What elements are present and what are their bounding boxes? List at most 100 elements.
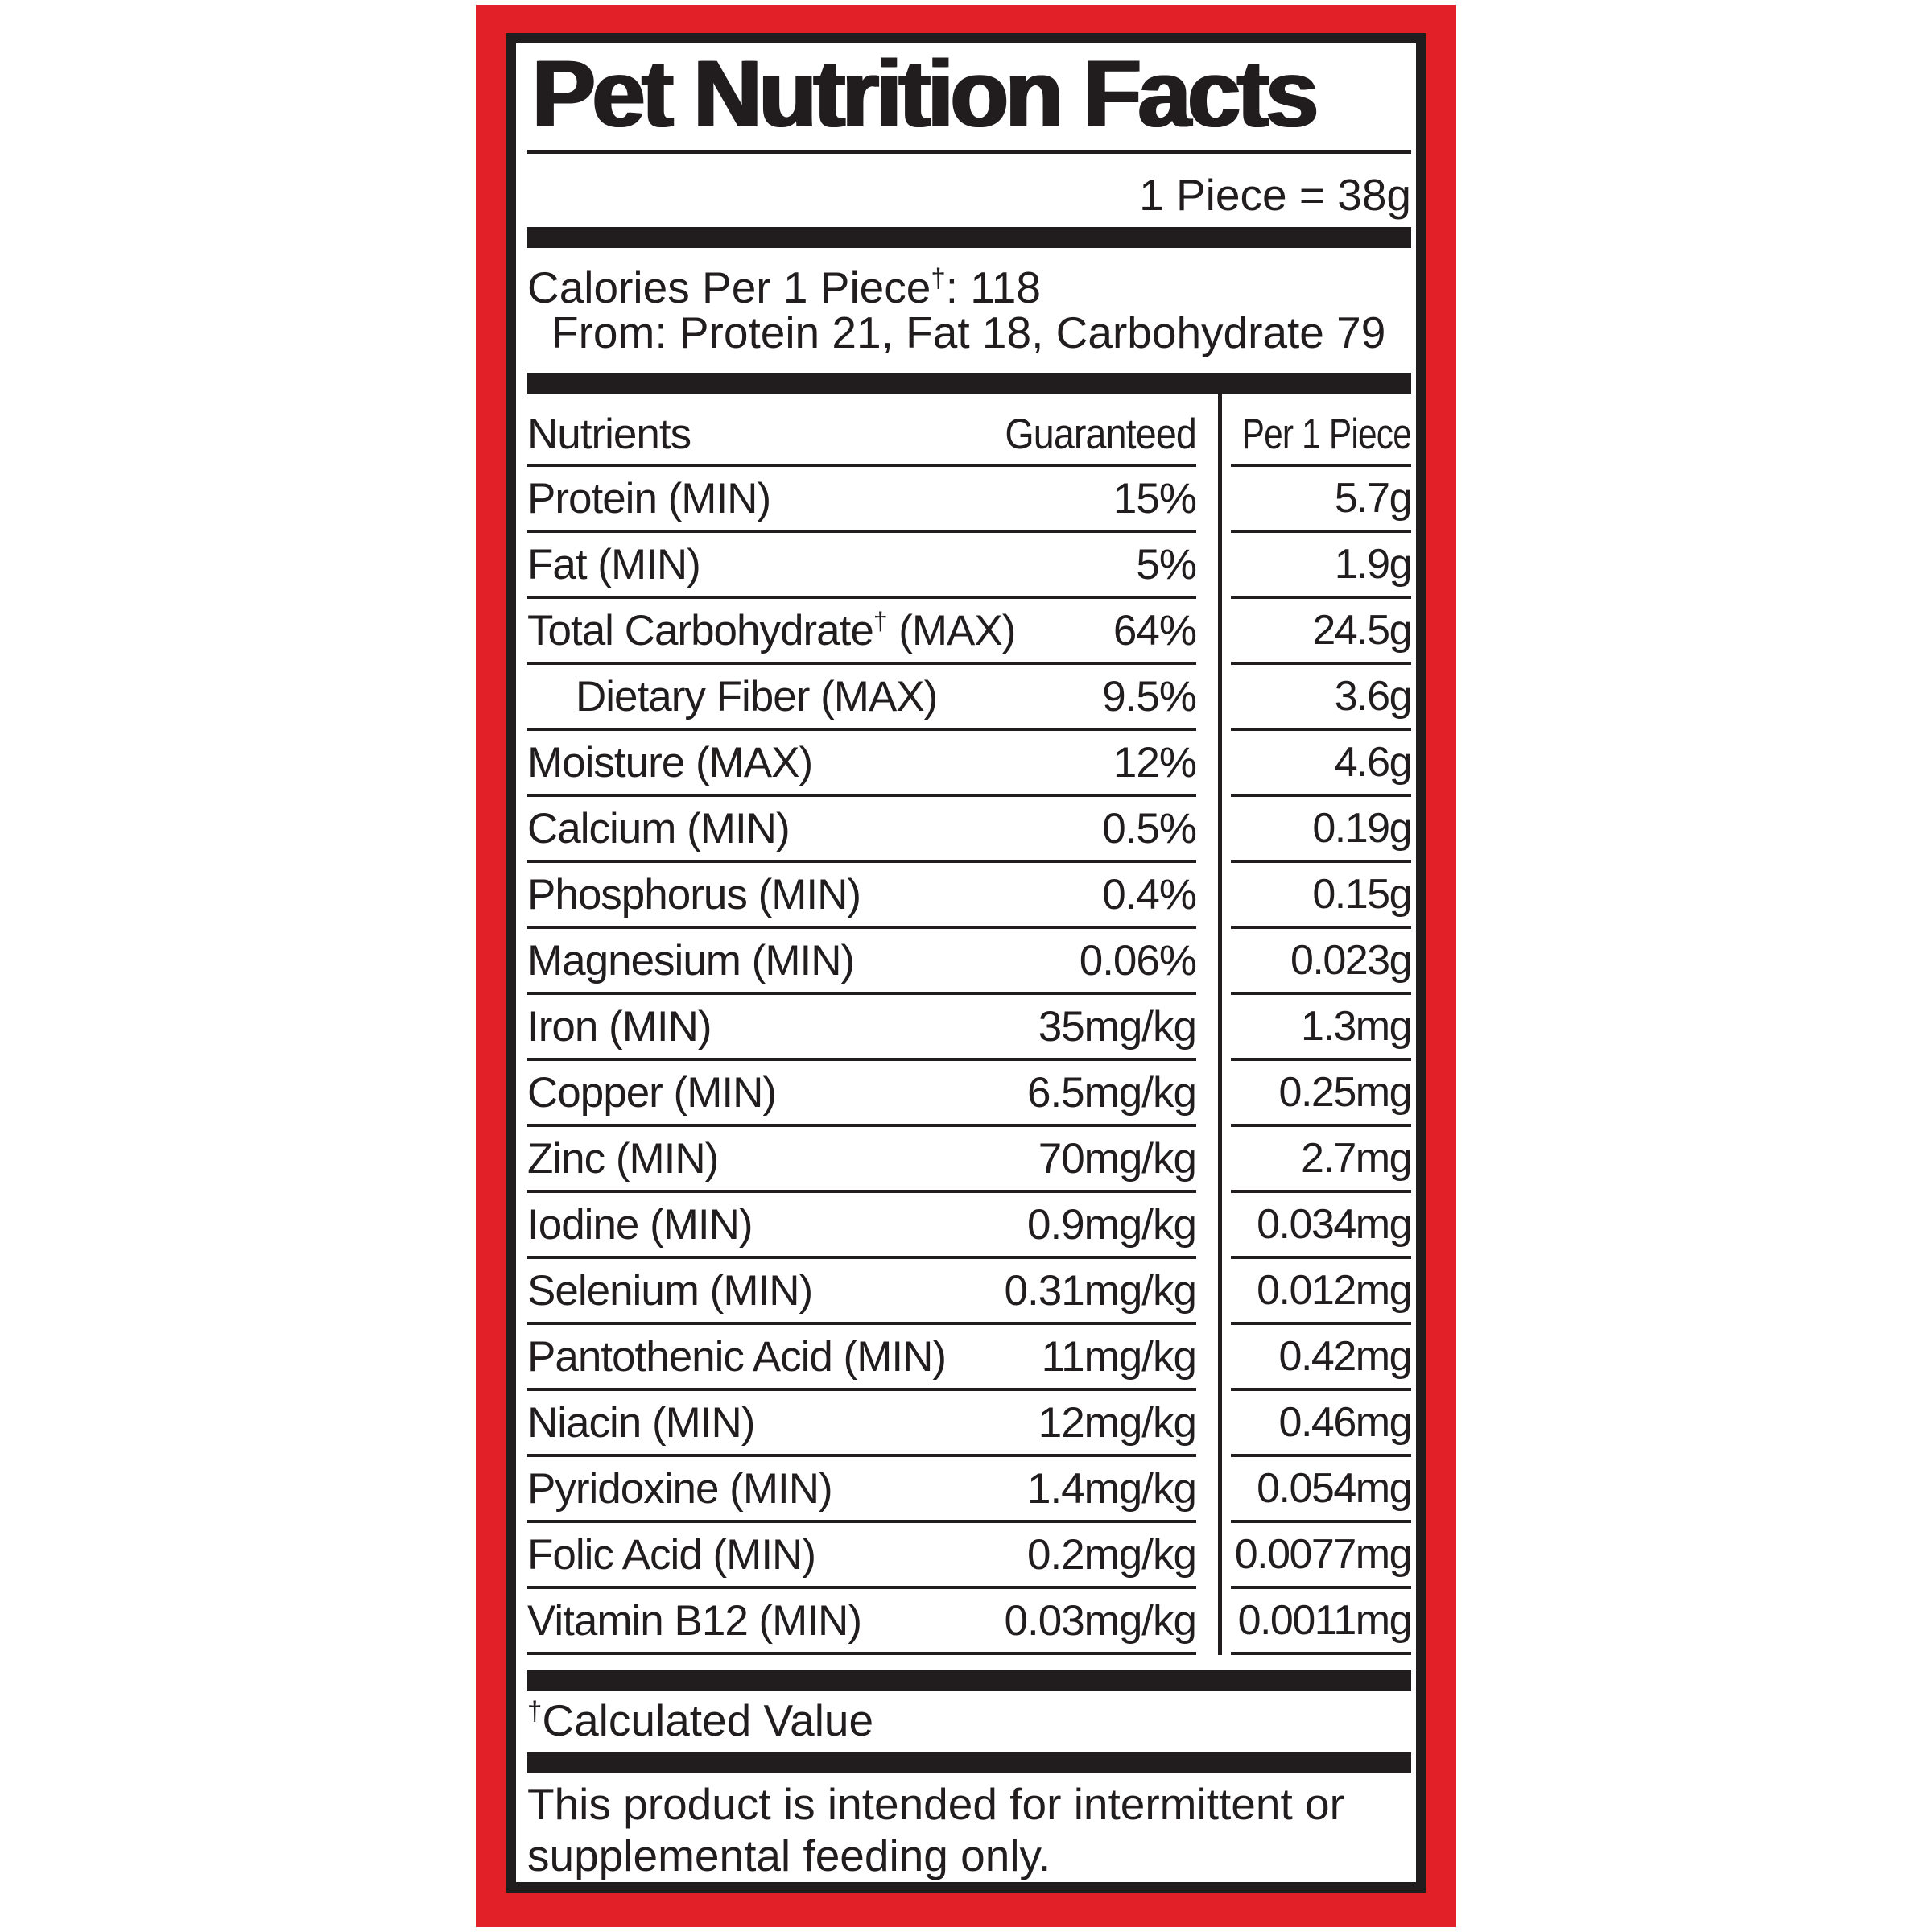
separator-bar-disclaimer [527,1752,1411,1773]
nutrient-name: Pantothenic Acid (MIN) [527,1332,947,1381]
table-row: Zinc (MIN) 70mg/kg 2.7mg [527,1127,1413,1193]
row-per-piece-section: 1.9g [1231,533,1413,599]
row-per-piece-section: 0.023g [1231,929,1413,995]
row-left-section: Iodine (MIN) 0.9mg/kg [527,1193,1197,1259]
per-piece-value: 4.6g [1334,739,1413,786]
row-per-piece-section: 2.7mg [1231,1127,1413,1193]
column-divider [1218,394,1222,1655]
row-left-section: Selenium (MIN) 0.31mg/kg [527,1259,1197,1325]
row-per-piece-section: 24.5g [1231,599,1412,665]
row-per-piece-section: 0.42mg [1231,1325,1413,1391]
row-left-section: Zinc (MIN) 70mg/kg [527,1127,1197,1193]
row-left-section: Fat (MIN) 5% [527,533,1197,599]
table-header-row: Nutrients Guaranteed Per 1 Piece [527,405,1412,467]
row-left-section: Moisture (MAX) 12% [527,731,1197,797]
row-per-piece-section: 3.6g [1231,665,1413,731]
nutrient-name: Niacin (MIN) [527,1398,755,1447]
separator-bar-footnote [527,1670,1411,1690]
table-row: Vitamin B12 (MIN) 0.03mg/kg 0.0011mg [527,1589,1413,1655]
row-left-section: Magnesium (MIN) 0.06% [527,929,1197,995]
serving-size: 1 Piece = 38g [1139,170,1411,220]
table-row: Folic Acid (MIN) 0.2mg/kg 0.0077mg [527,1523,1413,1589]
per-piece-value: 0.25mg [1278,1069,1413,1116]
nutrient-name: Protein (MIN) [527,474,771,522]
table-row: Pyridoxine (MIN) 1.4mg/kg 0.054mg [527,1457,1412,1523]
column-header-per-piece: Per 1 Piece [1241,411,1412,458]
nutrient-name: Vitamin B12 (MIN) [527,1596,862,1645]
dagger-icon: † [873,605,888,635]
row-left-section: Folic Acid (MIN) 0.2mg/kg [527,1523,1197,1589]
per-piece-value: 0.0077mg [1234,1531,1413,1578]
per-piece-value: 0.034mg [1257,1201,1412,1248]
row-per-piece-section: 0.46mg [1231,1391,1413,1457]
disclaimer: This product is intended for intermitten… [527,1778,1411,1882]
column-header-guaranteed: Guaranteed [1005,411,1196,458]
title-rule [527,150,1411,154]
table-row: Fat (MIN) 5% 1.9g [527,533,1413,599]
guaranteed-value: 6.5mg/kg [1026,1068,1197,1117]
separator-bar-top [527,227,1411,248]
row-left-section: Pyridoxine (MIN) 1.4mg/kg [527,1457,1197,1523]
nutrient-name: Dietary Fiber (MAX) [576,672,938,720]
label-content: Pet Nutrition Facts 1 Piece = 38g Calori… [516,43,1416,1882]
disclaimer-line-1: This product is intended for intermitten… [527,1779,1344,1829]
guaranteed-value: 0.03mg/kg [1004,1596,1197,1645]
nutrient-name: Folic Acid (MIN) [527,1530,816,1579]
separator-bar-table [527,373,1411,394]
row-per-piece-section: 0.15g [1231,863,1412,929]
label-panel: Pet Nutrition Facts 1 Piece = 38g Calori… [506,33,1426,1893]
row-left-section: Vitamin B12 (MIN) 0.03mg/kg [527,1589,1197,1655]
row-left-section: Niacin (MIN) 12mg/kg [527,1391,1197,1457]
nutrient-name: Pyridoxine (MIN) [527,1464,833,1513]
nutrient-name: Iron (MIN) [527,1002,712,1051]
footnote-line: †Calculated Value [527,1695,1411,1743]
row-per-piece-section: 0.25mg [1231,1061,1413,1127]
row-left-section: Copper (MIN) 6.5mg/kg [527,1061,1197,1127]
per-piece-value: 1.9g [1334,541,1413,588]
row-left-section: Protein (MIN) 15% [527,467,1197,533]
row-per-piece-section: 0.012mg [1231,1259,1412,1325]
dagger-icon: † [931,262,946,293]
guaranteed-value: 15% [1113,474,1197,522]
guaranteed-value: 35mg/kg [1038,1002,1197,1051]
guaranteed-value: 11mg/kg [1041,1332,1197,1381]
guaranteed-value: 0.4% [1102,870,1197,919]
per-piece-value: 0.42mg [1278,1333,1413,1380]
row-per-piece-section: 0.0077mg [1231,1523,1413,1589]
disclaimer-line-2: supplemental feeding only. [527,1831,1051,1881]
per-piece-value: 0.054mg [1257,1465,1412,1512]
guaranteed-value: 1.4mg/kg [1026,1464,1197,1513]
guaranteed-value: 12mg/kg [1038,1398,1197,1447]
table-row: Phosphorus (MIN) 0.4% 0.15g [527,863,1412,929]
guaranteed-value: 5% [1136,540,1197,588]
guaranteed-value: 70mg/kg [1038,1134,1197,1183]
nutrient-name: Fat (MIN) [527,540,701,588]
per-piece-value: 0.19g [1312,805,1412,852]
row-per-piece-section: 0.0011mg [1231,1589,1413,1655]
guaranteed-value: 0.2mg/kg [1026,1530,1197,1579]
row-per-piece-section: 0.034mg [1231,1193,1412,1259]
nutrient-name: Selenium (MIN) [527,1266,813,1315]
guaranteed-value: 0.9mg/kg [1026,1200,1197,1249]
calories-line: Calories Per 1 Piece†: 118 [527,262,1411,310]
row-per-piece-section: 0.054mg [1231,1457,1412,1523]
calories-text: Calories Per 1 Piece [527,262,931,312]
nutrient-name: Copper (MIN) [527,1068,777,1117]
calories-value: : 118 [945,262,1041,312]
dagger-icon: † [527,1695,543,1726]
table-row: Pantothenic Acid (MIN) 11mg/kg 0.42mg [527,1325,1413,1391]
footnote-text: Calculated Value [542,1695,874,1745]
per-piece-value: 0.0011mg [1237,1597,1413,1644]
calories-from-line: From: Protein 21, Fat 18, Carbohydrate 7… [551,308,1386,357]
table-row: Dietary Fiber (MAX) 9.5% 3.6g [527,665,1413,731]
nutrient-name: Total Carbohydrate† (MAX) [527,605,1016,654]
header-per-piece-section: Per 1 Piece [1231,405,1412,467]
per-piece-value: 0.15g [1312,871,1412,918]
table-row: Magnesium (MIN) 0.06% 0.023g [527,929,1413,995]
row-per-piece-section: 5.7g [1231,467,1413,533]
nutrient-name: Phosphorus (MIN) [527,870,861,919]
row-left-section: Iron (MIN) 35mg/kg [527,995,1197,1061]
per-piece-value: 0.023g [1290,937,1413,984]
row-left-section: Phosphorus (MIN) 0.4% [527,863,1197,929]
